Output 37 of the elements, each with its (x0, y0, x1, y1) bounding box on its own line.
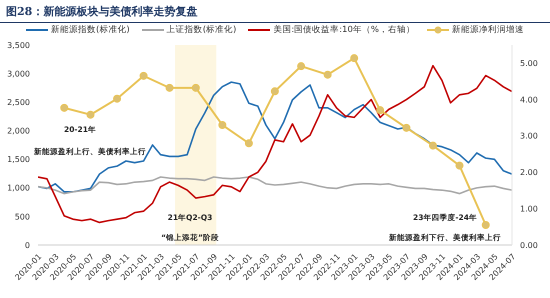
chart-title: 图28：新能源板块与美债利率走势复盘 (0, 0, 550, 23)
y2-tick-label: 0.00 (520, 240, 538, 250)
legend-label: 新能源净利润增速 (452, 24, 524, 36)
point (297, 62, 306, 70)
point (60, 104, 68, 112)
point (140, 72, 148, 80)
y-tick-label: 0 (24, 240, 30, 250)
point (192, 84, 200, 92)
point (166, 84, 174, 92)
line-series (38, 176, 512, 194)
y2-tick-label: 4.00 (520, 95, 538, 104)
point (113, 94, 122, 103)
point (455, 162, 464, 170)
y-tick-label: 1,500 (7, 155, 30, 164)
point (402, 124, 410, 132)
point (482, 221, 490, 229)
y-tick-label: 2,500 (7, 98, 30, 107)
y2-tick-label: 1.00 (520, 204, 538, 214)
y-tick-label: 2,000 (7, 126, 30, 136)
y2-tick-label: 3.00 (520, 132, 538, 141)
y2-tick-label: 2.00 (520, 168, 538, 178)
point (270, 87, 279, 96)
y2-tick-label: 5.00 (520, 59, 538, 68)
y-tick-label: 500 (14, 212, 30, 222)
legend-label: 美国:国债收益率:10年（%，右轴） (273, 24, 415, 36)
point (350, 54, 358, 62)
y-tick-label: 1,000 (7, 184, 30, 193)
point (86, 110, 95, 119)
legend-label: 新能源指数(标准化) (51, 24, 130, 36)
point (376, 106, 384, 114)
y-tick-label: 3,500 (7, 40, 30, 50)
point (244, 139, 253, 148)
point (428, 142, 437, 150)
point (324, 70, 332, 79)
y-tick-label: 3,000 (7, 69, 30, 78)
point (218, 121, 226, 129)
legend-label: 上证指数(标准化) (166, 24, 236, 36)
